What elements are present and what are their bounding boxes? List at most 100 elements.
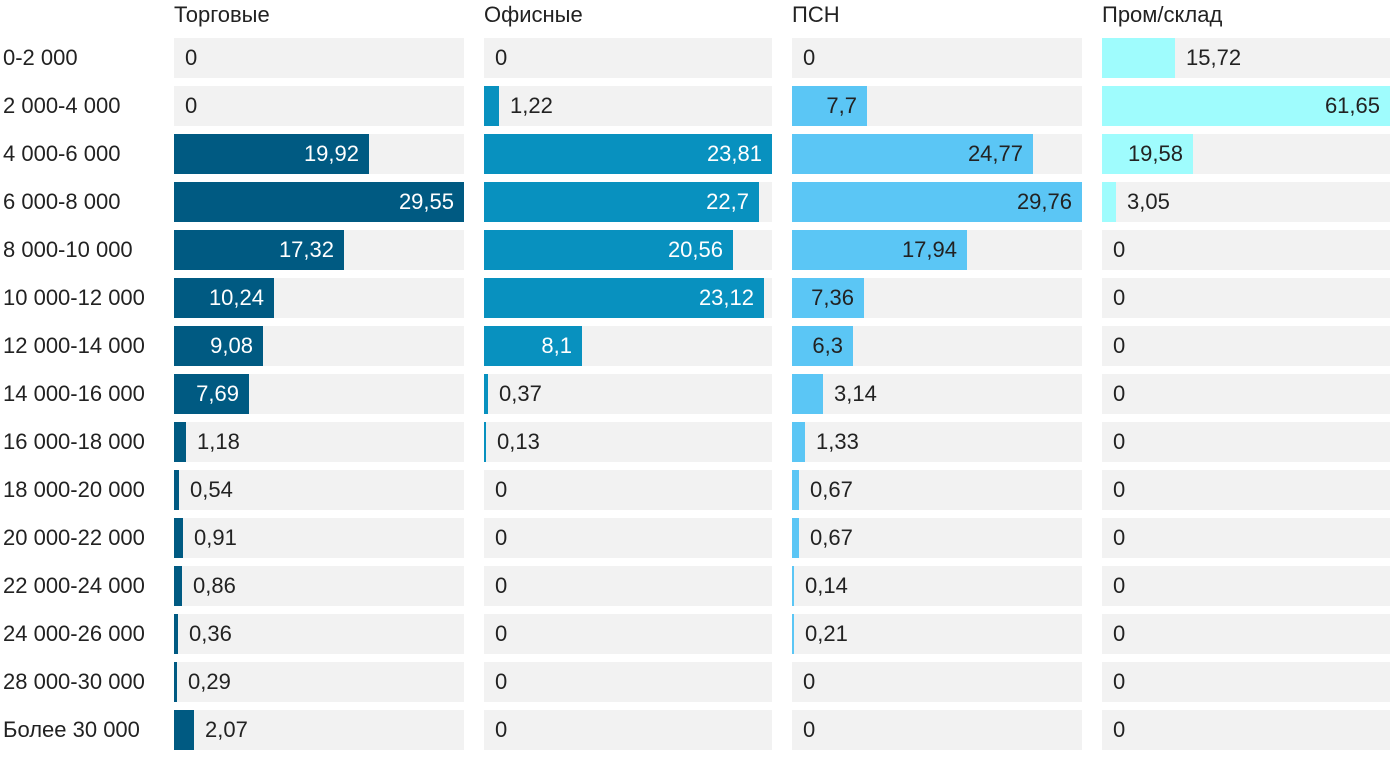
category-label: 18 000-20 000 — [3, 477, 145, 502]
bar — [174, 470, 179, 510]
category-label: 6 000-8 000 — [3, 189, 121, 214]
data-label: 7,69 — [196, 381, 239, 406]
bar-track — [484, 470, 772, 510]
bar-track — [1102, 422, 1390, 462]
data-label: 0 — [1113, 717, 1126, 742]
bar — [174, 518, 183, 558]
bar-track — [484, 566, 772, 606]
series-title: ПСН — [792, 2, 840, 27]
bar — [174, 614, 178, 654]
bar-track — [174, 662, 464, 702]
category-label: 4 000-6 000 — [3, 141, 121, 166]
category-label: 16 000-18 000 — [3, 429, 145, 454]
bar — [792, 230, 967, 270]
bar — [174, 374, 249, 414]
data-label: 0,13 — [497, 429, 540, 454]
bar-track — [1102, 470, 1390, 510]
data-label: 7,7 — [826, 93, 857, 118]
data-label: 19,58 — [1127, 141, 1183, 166]
bar — [792, 134, 1033, 174]
data-label: 8,1 — [541, 333, 572, 358]
data-label: 1,18 — [197, 429, 240, 454]
bar — [174, 710, 194, 750]
bar-track — [792, 566, 1082, 606]
bar-track — [484, 710, 772, 750]
data-label: 0 — [1113, 237, 1126, 262]
bar-track — [792, 422, 1082, 462]
bar-track — [792, 374, 1082, 414]
category-label: Более 30 000 — [3, 717, 140, 742]
data-label: 0 — [495, 45, 508, 70]
bar — [484, 422, 486, 462]
data-label: 2,07 — [205, 717, 248, 742]
bar — [792, 470, 799, 510]
category-label: 28 000-30 000 — [3, 669, 145, 694]
bar-track — [792, 470, 1082, 510]
data-label: 0 — [1113, 429, 1126, 454]
bar — [792, 278, 864, 318]
bar — [484, 230, 733, 270]
bar-track — [792, 38, 1082, 78]
data-label: 24,77 — [967, 141, 1023, 166]
category-label: 20 000-22 000 — [3, 525, 145, 550]
bar — [1102, 86, 1390, 126]
data-label: 3,05 — [1127, 189, 1170, 214]
bar — [792, 614, 794, 654]
category-label: 14 000-16 000 — [3, 381, 145, 406]
bar-track — [484, 662, 772, 702]
category-label: 24 000-26 000 — [3, 621, 145, 646]
data-label: 23,81 — [706, 141, 762, 166]
bar-track — [174, 518, 464, 558]
data-label: 61,65 — [1324, 93, 1380, 118]
bar-track — [792, 662, 1082, 702]
bar-track — [174, 422, 464, 462]
bar — [792, 374, 823, 414]
data-label: 0 — [495, 573, 508, 598]
bar — [484, 86, 499, 126]
bar-track — [174, 710, 464, 750]
bar-track — [1102, 374, 1390, 414]
series-title: Пром/склад — [1102, 2, 1223, 27]
bar — [174, 182, 464, 222]
bar-track — [792, 710, 1082, 750]
data-label: 0,36 — [189, 621, 232, 646]
bar-track — [792, 518, 1082, 558]
data-label: 0 — [1113, 477, 1126, 502]
bar-track — [792, 614, 1082, 654]
bar — [174, 278, 274, 318]
bar-track — [1102, 182, 1390, 222]
bar — [174, 566, 182, 606]
bar-track — [484, 422, 772, 462]
data-label: 0 — [495, 717, 508, 742]
bar — [174, 662, 177, 702]
bar — [484, 134, 772, 174]
bar-track — [174, 38, 464, 78]
data-label: 15,72 — [1186, 45, 1242, 70]
data-label: 0,21 — [805, 621, 848, 646]
bar — [484, 326, 582, 366]
data-label: 10,24 — [208, 285, 264, 310]
category-label: 0-2 000 — [3, 45, 78, 70]
data-label: 0,54 — [190, 477, 233, 502]
data-label: 0 — [1113, 333, 1126, 358]
data-label: 6,3 — [812, 333, 843, 358]
bar-track — [484, 518, 772, 558]
data-label: 0,91 — [194, 525, 237, 550]
data-label: 0 — [1113, 573, 1126, 598]
data-label: 0 — [495, 525, 508, 550]
data-label: 0,86 — [193, 573, 236, 598]
bar-track — [484, 374, 772, 414]
data-label: 0,29 — [188, 669, 231, 694]
series-title: Торговые — [174, 2, 270, 27]
bar — [792, 326, 853, 366]
data-label: 0 — [1113, 381, 1126, 406]
data-label: 0 — [803, 669, 816, 694]
category-label: 8 000-10 000 — [3, 237, 133, 262]
data-label: 29,76 — [1016, 189, 1072, 214]
bar — [792, 518, 799, 558]
data-label: 17,94 — [901, 237, 957, 262]
bar-track — [1102, 710, 1390, 750]
data-label: 0 — [803, 717, 816, 742]
data-label: 0,67 — [810, 477, 853, 502]
bar-track — [484, 86, 772, 126]
